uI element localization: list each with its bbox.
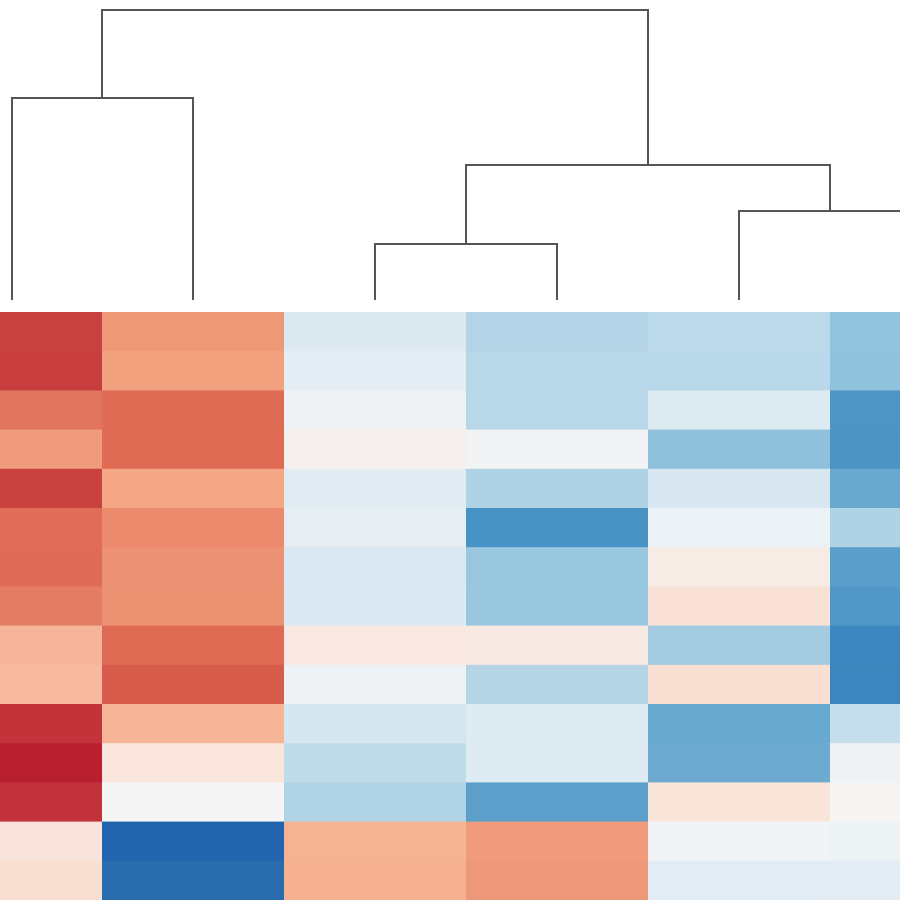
heatmap-cell [466,704,649,744]
heatmap-cell [102,390,285,431]
heatmap-cell [102,860,285,900]
heatmap-cell [648,860,831,900]
heatmap-cell [648,429,831,470]
heatmap-cell [648,468,831,509]
heatmap-cell [284,821,467,862]
heatmap-cell [284,743,467,783]
heatmap-cell [830,547,900,587]
heatmap-cell [0,468,103,509]
heatmap-cell [830,625,900,666]
heatmap-cell [0,586,103,627]
dendrogram [11,9,900,300]
heatmap-cell [0,782,103,823]
heatmap-cell [830,704,900,744]
heatmap-cell [284,429,467,470]
heatmap-cell [284,547,467,587]
heatmap-cell [466,586,649,627]
heatmap-cell [466,547,649,587]
heatmap-cell [830,821,900,862]
heatmap-cell [102,625,285,666]
heatmap-cell [648,704,831,744]
heatmap-cell [466,312,649,352]
dendrogram-link [465,164,831,244]
heatmap-cell [284,625,467,666]
heatmap-cell [648,312,831,352]
heatmap-cell [466,508,649,548]
heatmap-cell [648,782,831,823]
heatmap-cell [648,351,831,391]
dendrogram-link [374,243,558,300]
heatmap-cell [830,508,900,548]
heatmap-cell [102,312,285,352]
heatmap-cell [0,429,103,470]
heatmap-cell [0,390,103,431]
heatmap-cell [648,586,831,627]
heatmap-cell [830,429,900,470]
heatmap-cell [466,429,649,470]
heatmap-cell [466,860,649,900]
heatmap-cell [284,312,467,352]
dendrogram-link [738,210,900,300]
heatmap-cell [830,782,900,823]
heatmap-cell [0,743,103,783]
heatmap-cell [648,743,831,783]
heatmap-cell [102,664,285,705]
heatmap-cell [648,625,831,666]
heatmap-cell [830,312,900,352]
heatmap-cell [102,508,285,548]
heatmap-cell [284,664,467,705]
heatmap-cell [0,625,103,666]
heatmap-cell [648,664,831,705]
heatmap-cell [0,860,103,900]
heatmap-cell [466,468,649,509]
heatmap-cell [466,664,649,705]
heatmap-cell [830,390,900,431]
heatmap-cell [830,860,900,900]
heatmap-cell [830,468,900,509]
dendrogram-link [101,9,649,165]
heatmap-cell [284,351,467,391]
heatmap-cell [102,821,285,862]
heatmap [0,312,900,900]
heatmap-cell [0,704,103,744]
heatmap-cell [102,468,285,509]
heatmap-cell [102,351,285,391]
heatmap-cell [0,312,103,352]
heatmap-cell [102,782,285,823]
heatmap-cell [648,547,831,587]
heatmap-cell [648,508,831,548]
heatmap-cell [0,821,103,862]
heatmap-cell [466,625,649,666]
heatmap-cell [102,743,285,783]
heatmap-cell [466,821,649,862]
heatmap-cell [830,586,900,627]
heatmap-cell [102,586,285,627]
heatmap-cell [102,429,285,470]
heatmap-cell [648,390,831,431]
heatmap-cell [466,351,649,391]
heatmap-cell [648,821,831,862]
heatmap-cell [284,468,467,509]
heatmap-cell [830,664,900,705]
heatmap-cell [102,547,285,587]
heatmap-cell [0,547,103,587]
heatmap-cell [466,782,649,823]
heatmap-cell [284,860,467,900]
heatmap-cell [466,390,649,431]
dendrogram-link [11,97,194,300]
heatmap-cell [0,508,103,548]
heatmap-cell [0,664,103,705]
heatmap-cell [284,390,467,431]
heatmap-cell [830,351,900,391]
heatmap-cell [830,743,900,783]
heatmap-cell [284,508,467,548]
heatmap-cell [466,743,649,783]
heatmap-cell [284,586,467,627]
heatmap-cell [284,704,467,744]
heatmap-cell [102,704,285,744]
heatmap-cell [284,782,467,823]
heatmap-cell [0,351,103,391]
